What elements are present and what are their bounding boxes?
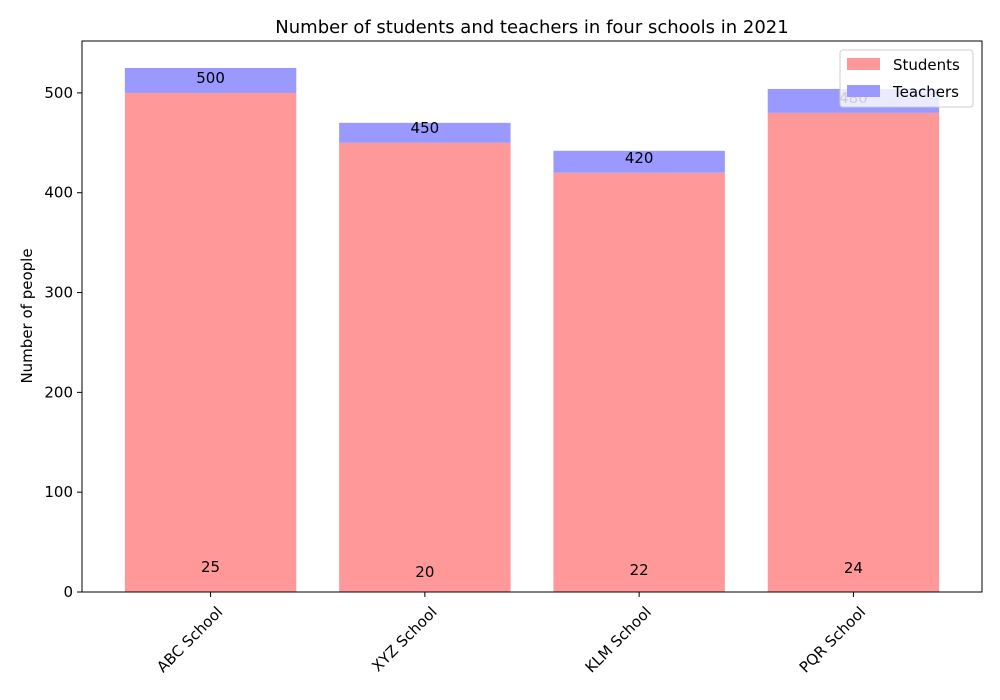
x-tick-label: XYZ School xyxy=(368,603,440,675)
bar-label-students: 420 xyxy=(625,149,654,167)
y-axis-label: Number of people xyxy=(18,248,36,383)
bar-label-teachers: 22 xyxy=(630,561,649,579)
bar-label-teachers: 20 xyxy=(415,563,434,581)
bar-label-teachers: 24 xyxy=(844,559,863,577)
bar-label-teachers: 25 xyxy=(201,558,220,576)
y-tick-label: 200 xyxy=(44,383,73,401)
legend-swatch xyxy=(847,85,880,97)
legend-swatch xyxy=(847,58,880,70)
chart-title: Number of students and teachers in four … xyxy=(275,17,788,38)
bar-labels: 50025450204202248024 xyxy=(196,69,867,581)
bar-teachers xyxy=(339,122,511,143)
legend: Students Teachers xyxy=(839,49,974,108)
y-tick-label: 0 xyxy=(63,583,73,601)
bar-label-students: 450 xyxy=(411,119,440,137)
legend-label: Teachers xyxy=(892,83,959,101)
bar-students xyxy=(124,92,297,593)
y-axis: 0 100 200 300 400 500 xyxy=(44,84,82,601)
y-tick-label: 100 xyxy=(44,483,73,501)
bar-label-students: 500 xyxy=(196,69,225,87)
bar-teachers xyxy=(124,67,297,93)
x-tick-label: PQR School xyxy=(796,603,869,676)
bar-students xyxy=(767,112,940,592)
y-tick-label: 300 xyxy=(44,284,73,302)
bars xyxy=(124,67,940,593)
x-tick-label: KLM School xyxy=(582,603,655,676)
y-tick-label: 400 xyxy=(44,184,73,202)
bar-teachers xyxy=(553,150,725,173)
plot-frame xyxy=(81,40,983,593)
bar-students xyxy=(339,142,511,592)
x-tick-label: ABC School xyxy=(153,603,226,676)
y-tick-label: 500 xyxy=(44,84,73,102)
bar-students xyxy=(553,172,725,592)
legend-label: Students xyxy=(893,56,960,74)
x-axis: ABC School XYZ School KLM School PQR School xyxy=(153,592,869,676)
